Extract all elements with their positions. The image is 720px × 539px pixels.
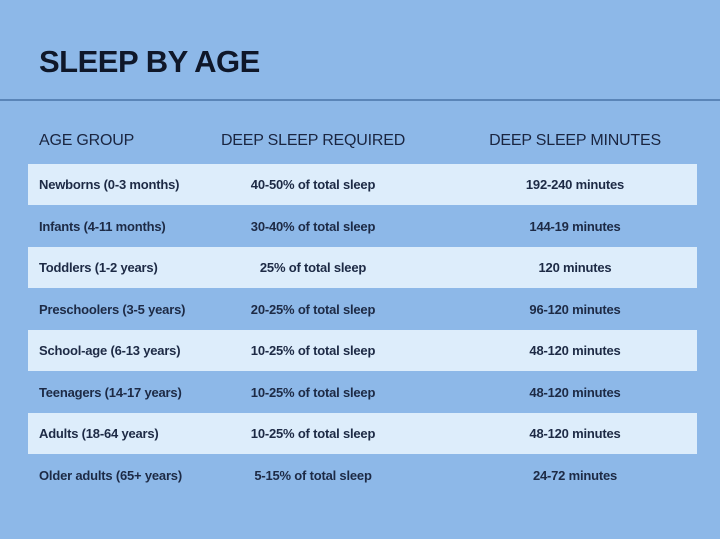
table-row: Older adults (65+ years) 5-15% of total s… bbox=[28, 455, 697, 496]
column-header-deep-sleep-minutes: DEEP SLEEP MINUTES bbox=[489, 132, 661, 149]
table-row: Infants (4-11 months) 30-40% of total sle… bbox=[28, 206, 697, 247]
deep-sleep-minutes-cell: 24-72 minutes bbox=[532, 467, 618, 483]
age-group-cell: Teenagers (14-17 years) bbox=[39, 384, 182, 400]
deep-sleep-required-cell: 10-25% of total sleep bbox=[250, 343, 376, 358]
age-group-cell: School-age (6-13 years) bbox=[39, 343, 181, 358]
deep-sleep-minutes-cell: 96-120 minutes bbox=[529, 301, 621, 317]
age-group-cell: Newborns (0-3 months) bbox=[39, 177, 180, 192]
deep-sleep-required-cell: 10-25% of total sleep bbox=[250, 384, 376, 400]
page-title: SLEEP BY AGE bbox=[39, 44, 260, 79]
deep-sleep-minutes-cell: 48-120 minutes bbox=[529, 426, 621, 441]
divider bbox=[0, 99, 720, 101]
table-row: Newborns (0-3 months) 40-50% of total sle… bbox=[28, 164, 697, 205]
age-group-cell: Infants (4-11 months) bbox=[39, 218, 166, 234]
deep-sleep-required-cell: 10-25% of total sleep bbox=[250, 426, 376, 441]
deep-sleep-minutes-cell: 192-240 minutes bbox=[525, 177, 625, 192]
table-row: Preschoolers (3-5 years) 20-25% of total … bbox=[28, 289, 697, 330]
deep-sleep-minutes-cell: 48-120 minutes bbox=[529, 384, 621, 400]
column-header-deep-sleep-required: DEEP SLEEP REQUIRED bbox=[220, 132, 406, 149]
column-header-age-group: AGE GROUP bbox=[39, 132, 135, 149]
age-group-cell: Older adults (65+ years) bbox=[39, 467, 182, 483]
deep-sleep-minutes-cell: 144-19 minutes bbox=[529, 218, 621, 234]
table-row: School-age (6-13 years) 10-25% of total s… bbox=[28, 330, 697, 371]
table-row: Teenagers (14-17 years) 10-25% of total s… bbox=[28, 372, 697, 413]
deep-sleep-required-cell: 40-50% of total sleep bbox=[250, 177, 376, 192]
age-group-cell: Adults (18-64 years) bbox=[39, 426, 159, 441]
table-row: Adults (18-64 years) 10-25% of total slee… bbox=[28, 413, 697, 454]
deep-sleep-required-cell: 20-25% of total sleep bbox=[250, 301, 376, 317]
deep-sleep-minutes-cell: 48-120 minutes bbox=[529, 343, 621, 358]
table-row: Toddlers (1-2 years) 25% of total sleep 12… bbox=[28, 247, 697, 288]
deep-sleep-minutes-cell: 120 minutes bbox=[538, 260, 612, 275]
deep-sleep-required-cell: 25% of total sleep bbox=[259, 260, 367, 275]
age-group-cell: Preschoolers (3-5 years) bbox=[39, 301, 186, 317]
age-group-cell: Toddlers (1-2 years) bbox=[39, 260, 158, 275]
deep-sleep-required-cell: 5-15% of total sleep bbox=[254, 467, 372, 483]
deep-sleep-required-cell: 30-40% of total sleep bbox=[250, 218, 376, 234]
